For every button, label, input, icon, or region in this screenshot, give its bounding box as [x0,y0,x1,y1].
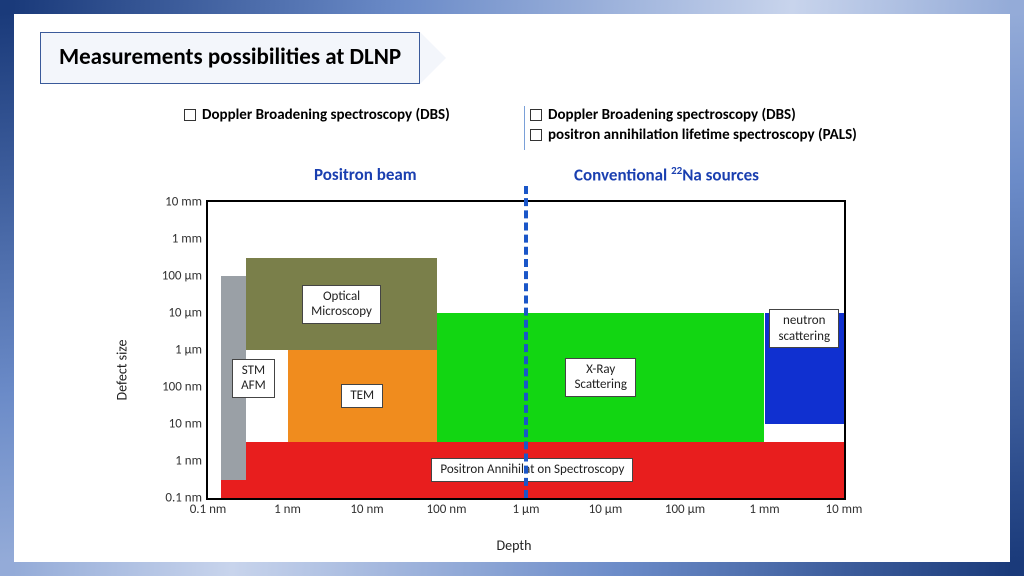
y-tick-label: 1 mm [172,232,208,247]
y-axis-label: Defect size [114,340,131,401]
y-tick-label: 1 µm [175,343,208,358]
x-tick-label: 100 µm [665,498,705,517]
bullet-columns: Doppler Broadening spectroscopy (DBS) Do… [14,106,1010,146]
x-axis-label: Depth [497,537,532,554]
technique-label: OpticalMicroscopy [302,285,381,324]
slide-frame: Measurements possibilities at DLNP Doppl… [0,0,1024,576]
checkbox-icon [184,109,196,121]
checkbox-icon [530,129,542,141]
title-banner: Measurements possibilities at DLNP [40,32,446,84]
y-tick-label: 1 nm [175,454,208,469]
y-tick-label: 10 nm [169,417,208,432]
technique-region: OpticalMicroscopy [246,258,437,350]
x-tick-label: 1 nm [274,498,301,517]
bullets-right: Doppler Broadening spectroscopy (DBS) po… [530,106,857,146]
bullet-text: positron annihilation lifetime spectrosc… [548,126,857,144]
technique-region: X-RayScattering [437,313,765,442]
y-tick-label: 10 mm [165,195,208,210]
bullet-item: Doppler Broadening spectroscopy (DBS) [530,106,857,124]
technique-label: STMAFM [232,359,275,398]
bullets-left: Doppler Broadening spectroscopy (DBS) [184,106,514,146]
technique-region: STMAFM [221,276,246,480]
beam-source-divider [524,186,528,498]
page-title: Measurements possibilities at DLNP [40,32,420,84]
bullet-item: Doppler Broadening spectroscopy (DBS) [184,106,514,124]
x-tick-label: 0.1 nm [190,498,227,517]
x-tick-label: 10 nm [350,498,383,517]
technique-region: neutronscattering [765,313,845,424]
technique-chart: Defect size Depth 0.1 nm1 nm10 nm100 nm1… [134,190,894,550]
title-arrow-icon [420,32,446,84]
x-tick-label: 100 nm [427,498,467,517]
y-tick-label: 100 µm [162,269,208,284]
y-tick-label: 100 nm [162,380,208,395]
bullet-item: positron annihilation lifetime spectrosc… [530,126,857,144]
y-tick-label: 10 µm [168,306,208,321]
plot-area: 0.1 nm1 nm10 nm100 nm1 µm10 µm100 µm1 mm… [206,200,846,500]
technique-region: Positron Annihilat on Spectroscopy [221,442,844,498]
region-label-right: Conventional 22Na sources [574,164,759,186]
checkbox-icon [530,109,542,121]
bullet-text: Doppler Broadening spectroscopy (DBS) [548,106,796,124]
x-tick-label: 10 mm [826,498,863,517]
technique-label: neutronscattering [769,309,839,348]
region-label-left: Positron beam [314,164,417,185]
x-tick-label: 10 µm [589,498,623,517]
bullet-text: Doppler Broadening spectroscopy (DBS) [202,106,450,124]
technique-label: TEM [341,384,383,408]
technique-label: Positron Annihilat on Spectroscopy [431,458,633,482]
x-tick-label: 1 µm [512,498,539,517]
x-tick-label: 1 mm [749,498,779,517]
technique-region: TEM [288,350,437,442]
technique-label: X-RayScattering [565,358,636,397]
